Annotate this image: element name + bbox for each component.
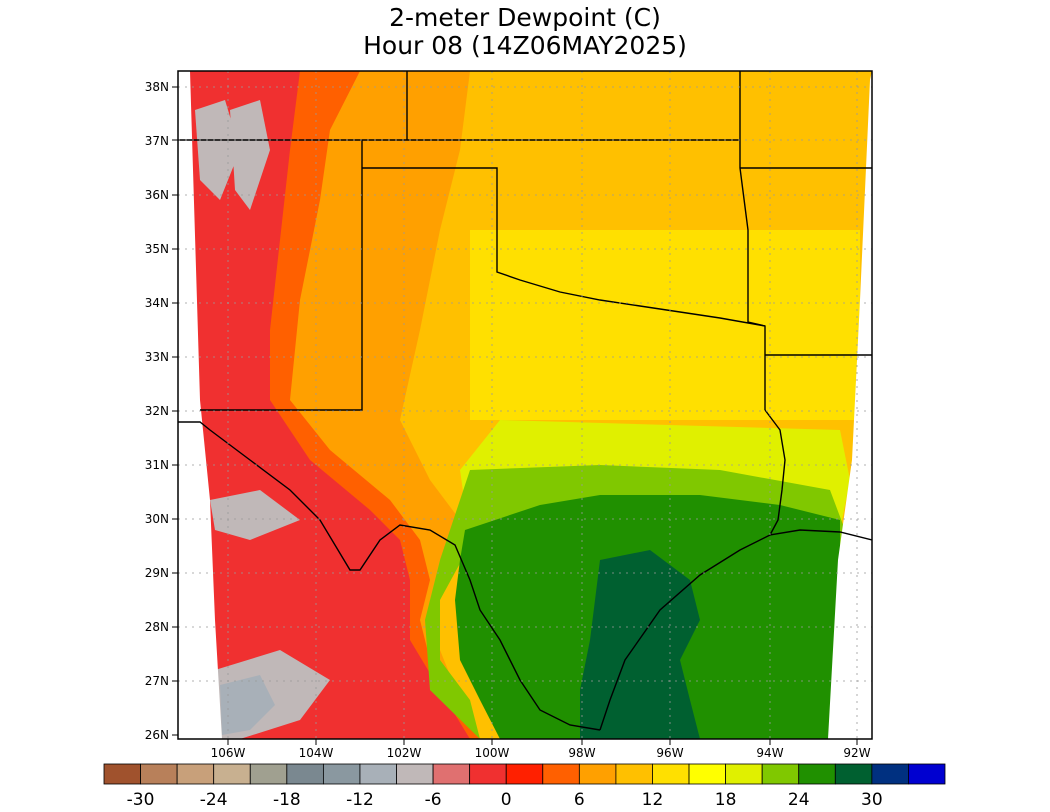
chart-title: 2-meter Dewpoint (C): [389, 3, 661, 32]
colorbar-swatch: [322, 763, 361, 785]
colorbar-swatch: [140, 763, 178, 785]
colorbar-swatch: [615, 763, 653, 785]
lon-label: 98W: [568, 746, 595, 760]
lat-label: 34N: [145, 296, 169, 310]
colorbar-swatch: [432, 763, 471, 785]
colorbar-swatch: [908, 763, 946, 785]
colorbar-swatch: [542, 763, 580, 785]
lat-label: 31N: [145, 458, 169, 472]
colorbar-swatch: [469, 763, 507, 785]
colorbar-swatch: [871, 763, 909, 785]
colorbar-label: 30: [861, 790, 883, 810]
colorbar-label: -18: [273, 790, 301, 810]
colorbar-label: 6: [574, 790, 585, 810]
colorbar-swatch: [505, 763, 544, 785]
lat-label: 30N: [145, 512, 169, 526]
colorbar-label: 24: [788, 790, 810, 810]
lon-label: 102W: [387, 746, 422, 760]
colorbar-label: -12: [346, 790, 374, 810]
lat-label: 38N: [145, 80, 169, 94]
colorbar-swatch: [578, 763, 617, 785]
lat-label: 36N: [145, 188, 169, 202]
axis-ticks: [172, 86, 858, 745]
colorbar-swatch: [688, 763, 727, 785]
latitude-labels: 38N 37N 36N 35N 34N 33N 32N 31N 30N 29N …: [145, 80, 169, 742]
lon-label: 92W: [843, 746, 870, 760]
lon-label: 100W: [475, 746, 510, 760]
colorbar-swatch: [176, 763, 215, 785]
colorbar-swatch: [725, 763, 763, 785]
map-frame: [177, 70, 873, 740]
colorbar-swatch: [798, 763, 836, 785]
lat-label: 29N: [145, 566, 169, 580]
colorbar-swatch: [213, 763, 251, 785]
lat-label: 35N: [145, 242, 169, 256]
colorbar-swatch: [652, 763, 690, 785]
lat-label: 28N: [145, 620, 169, 634]
state-boundaries: [178, 71, 872, 731]
chart-subtitle: Hour 08 (14Z06MAY2025): [363, 31, 687, 60]
lon-label: 94W: [756, 746, 783, 760]
lat-label: 37N: [145, 134, 169, 148]
lat-label: 27N: [145, 674, 169, 688]
lon-label: 96W: [656, 746, 683, 760]
colorbar-label: 18: [715, 790, 737, 810]
colorbar-swatch: [103, 763, 141, 785]
lon-label: 106W: [211, 746, 246, 760]
colorbar-swatch: [396, 763, 434, 785]
colorbar-swatch: [761, 763, 800, 785]
lon-label: 104W: [299, 746, 334, 760]
longitude-labels: 106W 104W 102W 100W 98W 96W 94W 92W: [211, 746, 871, 760]
dewpoint-field: [178, 71, 872, 739]
colorbar-swatch: [249, 763, 288, 785]
lat-label: 26N: [145, 728, 169, 742]
colorbar-label: -6: [425, 790, 442, 810]
colorbar-label: -24: [200, 790, 228, 810]
colorbar-label: -30: [127, 790, 155, 810]
colorbar-swatch: [286, 763, 324, 785]
colorbar-swatch: [359, 763, 397, 785]
colorbar-labels: -30 -24 -18 -12 -6 0 6 12 18 24 30: [127, 790, 883, 810]
colorbar-label: 0: [501, 790, 512, 810]
lat-label: 33N: [145, 350, 169, 364]
colorbar-label: 12: [642, 790, 664, 810]
colorbar-swatch: [834, 763, 873, 785]
colorbar: [103, 763, 946, 785]
lat-label: 32N: [145, 404, 169, 418]
